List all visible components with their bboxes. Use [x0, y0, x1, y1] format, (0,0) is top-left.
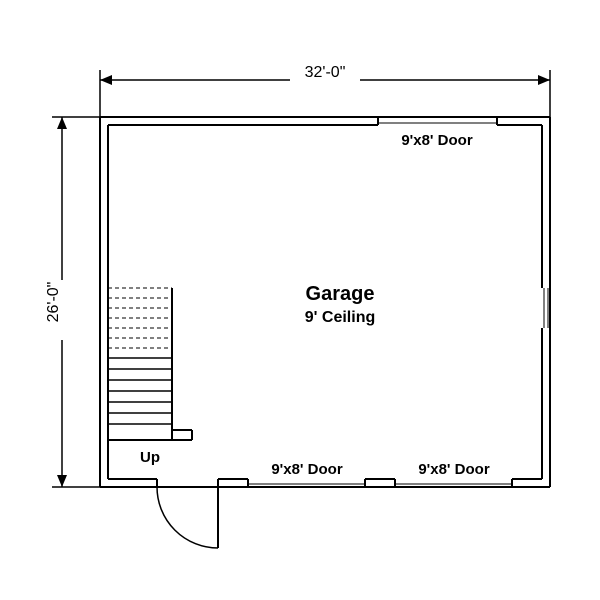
dimension-top: 32'-0"	[100, 62, 550, 117]
floorplan-canvas: 32'-0" 26'-0"	[0, 0, 600, 600]
outer-walls	[100, 117, 550, 548]
door-label-bottom-left: 9'x8' Door	[271, 461, 342, 478]
stairs	[108, 288, 192, 440]
door-label-bottom-right: 9'x8' Door	[418, 461, 489, 478]
room-name-label: Garage	[306, 283, 375, 305]
door-label-top: 9'x8' Door	[401, 132, 472, 149]
stairs-label: Up	[140, 449, 160, 466]
dimension-height-label: 26'-0"	[45, 282, 62, 323]
ceiling-label: 9' Ceiling	[305, 309, 375, 326]
dimension-width-label: 32'-0"	[305, 64, 346, 81]
dimension-left: 26'-0"	[45, 117, 100, 487]
